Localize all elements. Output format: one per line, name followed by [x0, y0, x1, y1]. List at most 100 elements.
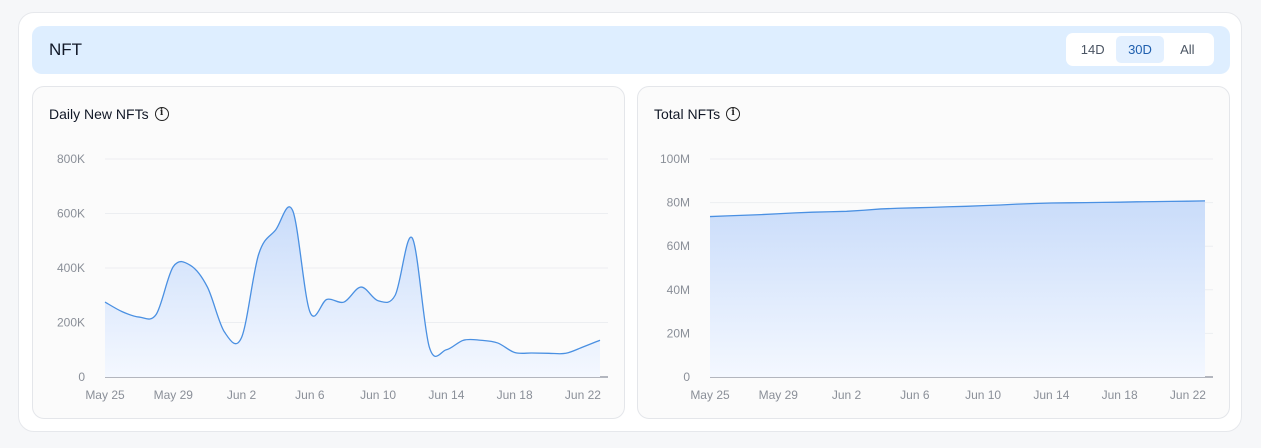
x-tick-label: May 25 — [85, 388, 125, 402]
y-tick-label: 0 — [683, 370, 690, 384]
x-tick-label: Jun 22 — [1170, 388, 1206, 402]
y-tick-label: 400K — [57, 261, 85, 275]
total-nfts-card: Total NFTs i 0 20M 40M 60M 80M 100M May 25 May … — [637, 86, 1230, 419]
data-point[interactable] — [1184, 197, 1192, 205]
data-point[interactable] — [425, 343, 433, 351]
x-tick-label: May 29 — [759, 388, 799, 402]
data-point[interactable] — [843, 207, 851, 215]
data-point[interactable] — [169, 263, 177, 271]
data-point[interactable] — [1030, 199, 1038, 207]
data-point[interactable] — [408, 234, 416, 242]
x-tick-label: Jun 6 — [900, 388, 930, 402]
data-point[interactable] — [238, 333, 246, 341]
data-point[interactable] — [1150, 198, 1158, 206]
series-line — [709, 200, 1206, 218]
data-point[interactable] — [1167, 197, 1175, 205]
data-point[interactable] — [340, 298, 348, 306]
data-point[interactable] — [289, 207, 297, 215]
range-14d-button[interactable]: 14D — [1080, 42, 1105, 57]
data-point[interactable] — [1201, 197, 1209, 205]
data-point[interactable] — [1133, 198, 1141, 206]
data-point[interactable] — [774, 210, 782, 218]
data-point[interactable] — [545, 349, 553, 357]
total-nfts-title: Total NFTs — [654, 106, 721, 122]
data-point[interactable] — [911, 204, 919, 212]
data-point[interactable] — [135, 313, 143, 321]
data-point[interactable] — [579, 343, 587, 351]
x-tick-label: Jun 18 — [497, 388, 533, 402]
daily-new-nfts-title: Daily New NFTs — [49, 106, 149, 122]
data-point[interactable] — [494, 339, 502, 347]
data-point[interactable] — [825, 208, 833, 216]
x-tick-label: Jun 22 — [565, 388, 601, 402]
data-point[interactable] — [442, 346, 450, 354]
data-point[interactable] — [1013, 200, 1021, 208]
series-area — [105, 206, 600, 377]
y-tick-label: 200K — [57, 316, 85, 330]
data-point[interactable] — [220, 328, 228, 336]
data-point[interactable] — [1099, 198, 1107, 206]
data-point[interactable] — [877, 205, 885, 213]
data-point[interactable] — [979, 202, 987, 210]
data-point[interactable] — [186, 261, 194, 269]
y-tick-label: 60M — [667, 239, 690, 253]
x-tick-label: Jun 6 — [295, 388, 325, 402]
info-icon[interactable]: i — [726, 107, 741, 121]
data-point[interactable] — [511, 348, 519, 356]
data-point[interactable] — [255, 250, 263, 258]
x-tick-label: Jun 2 — [832, 388, 862, 402]
y-tick-label: 80M — [667, 196, 690, 210]
data-point[interactable] — [962, 202, 970, 210]
data-point[interactable] — [306, 308, 314, 316]
panel-header: NFT 14D 30D All — [32, 26, 1230, 74]
x-tick-label: Jun 2 — [227, 388, 257, 402]
data-point[interactable] — [757, 211, 765, 219]
data-point[interactable] — [118, 308, 126, 316]
y-tick-label: 20M — [667, 326, 690, 340]
data-point[interactable] — [1047, 199, 1055, 207]
x-tick-label: Jun 14 — [428, 388, 464, 402]
data-point[interactable] — [477, 336, 485, 344]
data-point[interactable] — [391, 291, 399, 299]
data-point[interactable] — [562, 349, 570, 357]
data-point[interactable] — [791, 209, 799, 217]
data-point[interactable] — [596, 336, 604, 344]
data-point[interactable] — [996, 201, 1004, 209]
card-title-wrap: Total NFTs i — [654, 106, 741, 122]
data-point[interactable] — [101, 298, 109, 306]
data-point[interactable] — [808, 208, 816, 216]
data-point[interactable] — [1082, 199, 1090, 207]
x-tick-label: Jun 18 — [1102, 388, 1138, 402]
range-selector: 14D 30D All — [1066, 33, 1214, 66]
data-point[interactable] — [860, 206, 868, 214]
data-point[interactable] — [1064, 199, 1072, 207]
x-tick-label: Jun 10 — [965, 388, 1001, 402]
data-point[interactable] — [152, 310, 160, 318]
series-area — [710, 200, 1205, 377]
data-point[interactable] — [928, 203, 936, 211]
y-tick-label: 0 — [78, 370, 85, 384]
info-icon[interactable]: i — [154, 107, 169, 121]
data-point[interactable] — [272, 226, 280, 234]
range-30d-button[interactable]: 30D — [1116, 36, 1164, 63]
data-point[interactable] — [528, 349, 536, 357]
data-point[interactable] — [323, 295, 331, 303]
daily-new-nfts-chart: 0 200K 400K 600K 800K May 25 May 29 Jun 2 Jun 6 J… — [57, 152, 608, 402]
data-point[interactable] — [203, 283, 211, 291]
data-point[interactable] — [723, 212, 731, 220]
x-tick-label: May 29 — [154, 388, 194, 402]
data-point[interactable] — [945, 203, 953, 211]
range-all-button[interactable]: All — [1180, 42, 1195, 57]
data-point[interactable] — [1116, 198, 1124, 206]
data-point[interactable] — [459, 336, 467, 344]
data-point[interactable] — [894, 204, 902, 212]
data-point[interactable] — [357, 283, 365, 291]
data-point[interactable] — [374, 297, 382, 305]
nft-panel: NFT 14D 30D All Daily New NFTs i 0 200K 40… — [18, 12, 1242, 432]
y-tick-label: 100M — [660, 152, 690, 166]
data-point[interactable] — [706, 213, 714, 221]
card-title-wrap: Daily New NFTs i — [49, 106, 169, 122]
x-tick-label: Jun 10 — [360, 388, 396, 402]
panel-title: NFT — [49, 40, 83, 59]
data-point[interactable] — [740, 211, 748, 219]
